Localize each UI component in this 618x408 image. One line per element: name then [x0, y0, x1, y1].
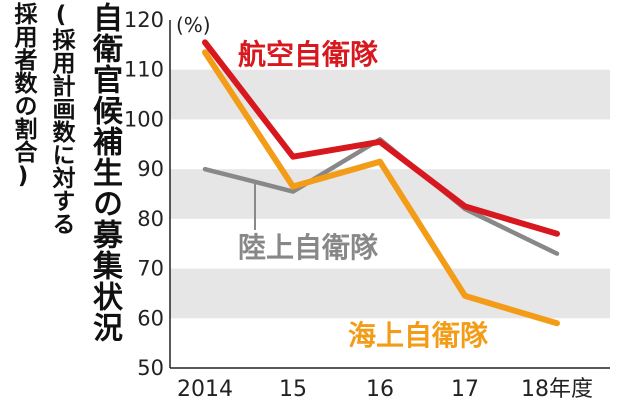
axes: [169, 20, 610, 369]
x-tick-labels: 2014 15 16 17 18年度: [177, 377, 593, 402]
grid-bands: [170, 69, 610, 319]
chart-title: 自衛官候補生の募集状況: [87, 2, 122, 343]
y-tick-120: 120: [124, 8, 164, 32]
x-tick-4: 18年度: [521, 377, 593, 402]
y-tick-70: 70: [137, 257, 164, 281]
x-tick-2: 16: [366, 377, 394, 402]
series-label-0: 航空自衛隊: [238, 38, 379, 71]
y-tick-100: 100: [124, 107, 164, 131]
y-tick-60: 60: [137, 306, 164, 330]
chart-subtitle-line2: 採用者数の割合): [10, 2, 36, 189]
y-tick-110: 110: [124, 58, 164, 82]
x-tick-3: 17: [451, 377, 479, 402]
y-tick-50: 50: [137, 356, 164, 380]
y-tick-90: 90: [137, 157, 164, 181]
y-tick-labels: 50 60 70 80 90 100 110 120: [124, 8, 164, 380]
y-axis-unit: (%): [176, 13, 211, 37]
y-tick-80: 80: [137, 207, 164, 231]
chart-subtitle-line1: (採用計画数に対する: [48, 2, 74, 235]
series-label-2: 海上自衛隊: [348, 319, 489, 352]
grid-band-2: [170, 268, 610, 319]
series-label-1: 陸上自衛隊: [238, 231, 379, 264]
series-lines: [202, 39, 560, 327]
x-tick-1: 15: [279, 377, 307, 402]
x-tick-0: 2014: [177, 377, 233, 402]
